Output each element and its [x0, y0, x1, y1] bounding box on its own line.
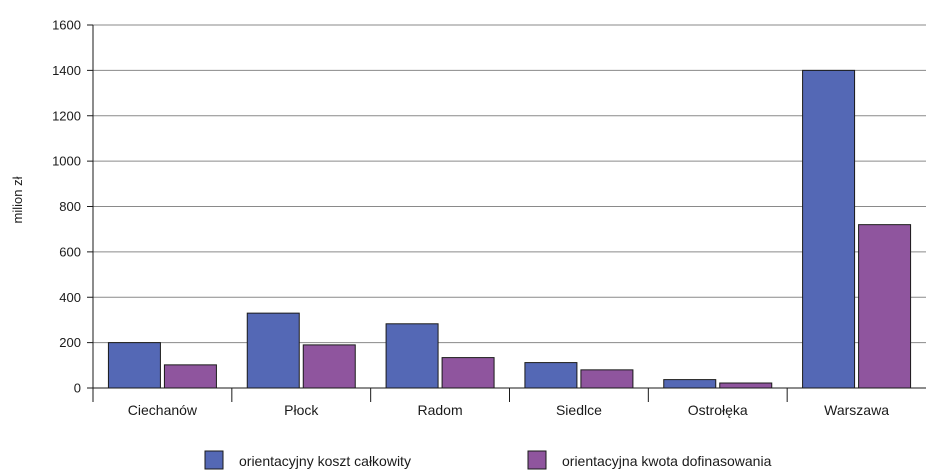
bar: [663, 379, 717, 389]
gridlines: [93, 24, 926, 344]
y-tick-label: 1600: [52, 18, 81, 33]
bar: [163, 364, 217, 389]
y-tick-label: 1000: [52, 154, 81, 169]
x-tick-label: Radom: [418, 402, 463, 418]
bar: [580, 369, 634, 389]
x-tick-label: Warszawa: [824, 402, 889, 418]
bars: [107, 69, 912, 389]
x-tick-labels: Ciechanów Płock Radom Siedlce Ostrołęka Warsz…: [128, 402, 889, 418]
bar: [524, 362, 578, 389]
bar: [385, 323, 439, 389]
bar: [441, 357, 495, 389]
legend-swatch: [204, 450, 224, 470]
bar: [858, 224, 912, 389]
y-tick-label: 0: [74, 381, 81, 396]
bar: [719, 382, 773, 389]
y-tick-label: 1200: [52, 108, 81, 123]
x-tick-label: Płock: [284, 402, 319, 418]
bar: [802, 69, 856, 389]
y-tick-label: 800: [59, 199, 81, 214]
y-axis-title: milion zł: [10, 176, 25, 223]
y-tick-label: 600: [59, 244, 81, 259]
y-tick-labels: 0 200 400 600 800 1000 1200 1400 1600: [52, 18, 81, 396]
y-tick-label: 200: [59, 335, 81, 350]
axes: [87, 24, 926, 402]
legend-swatch: [527, 450, 547, 470]
y-tick-label: 1400: [52, 63, 81, 78]
x-tick-label: Ciechanów: [128, 402, 198, 418]
bar: [302, 344, 356, 389]
legend-label: orientacyjny koszt całkowity: [239, 453, 411, 469]
bar: [246, 312, 300, 389]
x-tick-label: Ostrołęka: [688, 402, 748, 418]
bar: [107, 342, 161, 389]
legend: orientacyjny koszt całkowity orientacyjna…: [204, 450, 772, 470]
legend-label: orientacyjna kwota dofinasowania: [562, 453, 772, 469]
y-tick-label: 400: [59, 290, 81, 305]
x-tick-label: Siedlce: [556, 402, 602, 418]
